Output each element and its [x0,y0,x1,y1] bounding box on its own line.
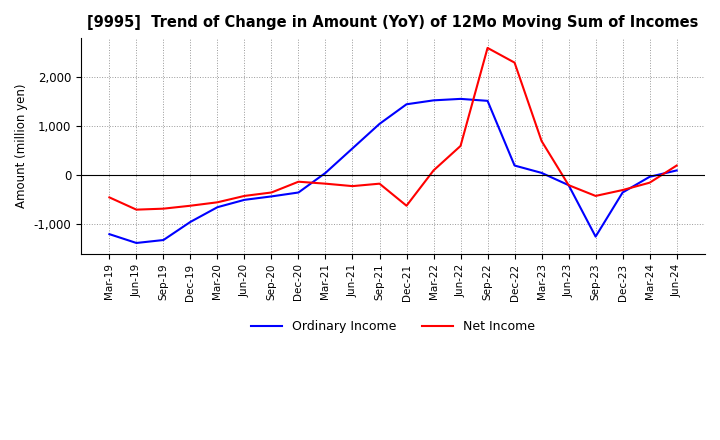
Ordinary Income [591,234,600,239]
Ordinary Income [483,98,492,103]
Net Income [510,60,519,65]
Net Income [429,168,438,173]
Ordinary Income [537,170,546,176]
Net Income [267,190,276,195]
Net Income [456,143,465,149]
Ordinary Income [429,98,438,103]
Title: [9995]  Trend of Change in Amount (YoY) of 12Mo Moving Sum of Incomes: [9995] Trend of Change in Amount (YoY) o… [87,15,698,30]
Y-axis label: Amount (million yen): Amount (million yen) [15,84,28,208]
Net Income [348,183,357,189]
Net Income [537,139,546,144]
Net Income [240,193,249,198]
Ordinary Income [375,121,384,127]
Ordinary Income [132,240,140,246]
Net Income [321,181,330,186]
Net Income [402,203,411,209]
Net Income [564,183,573,188]
Legend: Ordinary Income, Net Income: Ordinary Income, Net Income [246,315,540,338]
Ordinary Income [348,146,357,151]
Ordinary Income [321,170,330,176]
Ordinary Income [240,197,249,202]
Ordinary Income [294,190,303,195]
Net Income [645,180,654,185]
Ordinary Income [645,174,654,180]
Net Income [375,181,384,186]
Net Income [186,203,194,209]
Ordinary Income [213,205,222,210]
Net Income [294,179,303,184]
Net Income [618,187,627,193]
Ordinary Income [564,183,573,188]
Net Income [105,195,114,200]
Line: Net Income: Net Income [109,48,677,209]
Ordinary Income [456,96,465,102]
Ordinary Income [159,238,168,243]
Net Income [672,163,681,168]
Ordinary Income [618,190,627,195]
Net Income [159,206,168,211]
Ordinary Income [672,168,681,173]
Ordinary Income [186,219,194,224]
Net Income [483,45,492,51]
Net Income [591,193,600,198]
Ordinary Income [402,102,411,107]
Net Income [213,200,222,205]
Ordinary Income [510,163,519,168]
Net Income [132,207,140,212]
Line: Ordinary Income: Ordinary Income [109,99,677,243]
Ordinary Income [267,194,276,199]
Ordinary Income [105,231,114,237]
